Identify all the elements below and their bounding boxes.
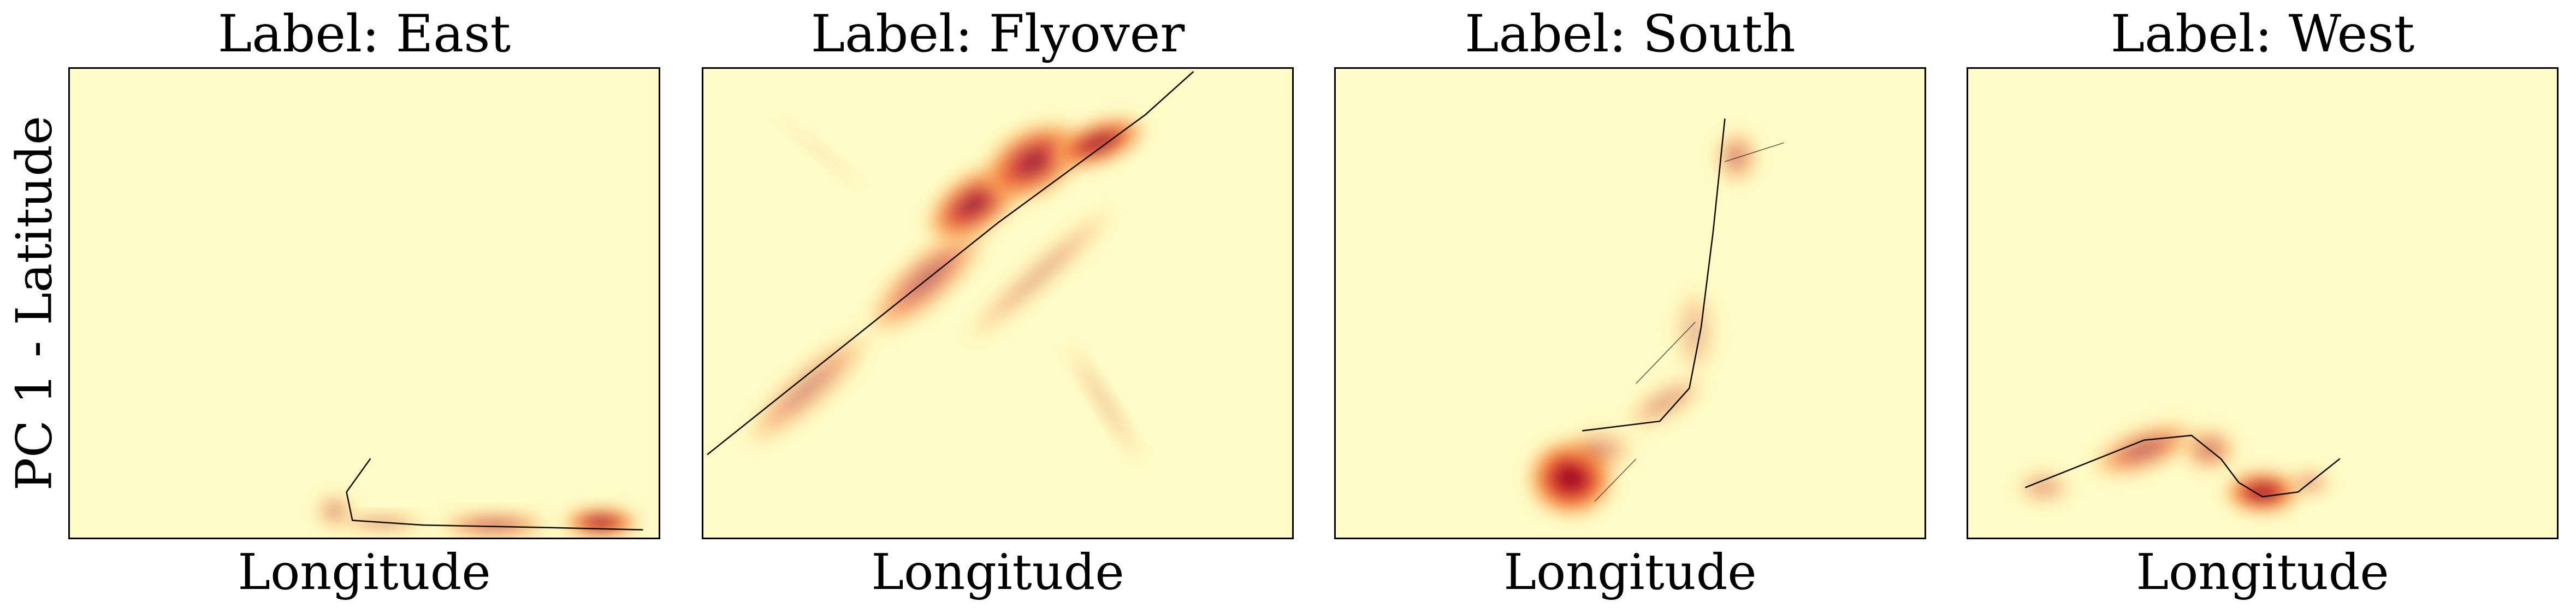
density-blob [2014,468,2074,506]
density-blob [1671,284,1719,379]
plot-east [68,67,660,539]
density-blob [559,506,643,539]
trajectory-branch [1636,322,1696,384]
y-axis-label: PC 1 - Latitude [5,115,63,491]
trajectory-line [707,71,1194,455]
plot-frame [1334,67,1926,539]
density-blob [1047,114,1150,172]
density-blob [2221,468,2304,516]
trajectory-line [2025,434,2341,498]
density-blob [1623,373,1708,432]
density-blob [1713,128,1761,185]
x-axis-label-flyover: Longitude [871,544,1124,601]
heatmap-background [1967,67,2559,539]
panel-title-south: Label: South [1465,4,1796,64]
density-blob [740,326,877,450]
y-axis-label-wrap: PC 1 - Latitude [0,67,69,539]
density-blob [774,114,866,191]
x-axis-label-south: Longitude [1503,544,1757,601]
panel-title-west: Label: West [2110,4,2415,64]
density-blob [959,202,1120,347]
trajectory-line [1582,118,1726,432]
density-blob [1063,337,1146,468]
plot-south [1334,67,1926,539]
plot-frame [1967,67,2559,539]
trajectory-line [346,458,643,531]
heatmap-background [68,67,660,539]
density-blob [1565,426,1636,473]
plot-west [1967,67,2559,539]
plot-frame [702,67,1294,539]
density-blob [435,511,554,539]
panel-title-east: Label: East [217,4,511,64]
x-axis-label-east: Longitude [238,544,491,601]
heatmap-background [1334,67,1926,539]
plot-flyover [702,67,1294,539]
trajectory-branch [1725,142,1785,162]
density-blob [2088,419,2201,480]
panel-title-flyover: Label: Flyover [810,4,1185,64]
plot-frame [68,67,660,539]
x-axis-label-west: Longitude [2136,544,2389,601]
trajectory-branch [1594,458,1637,502]
